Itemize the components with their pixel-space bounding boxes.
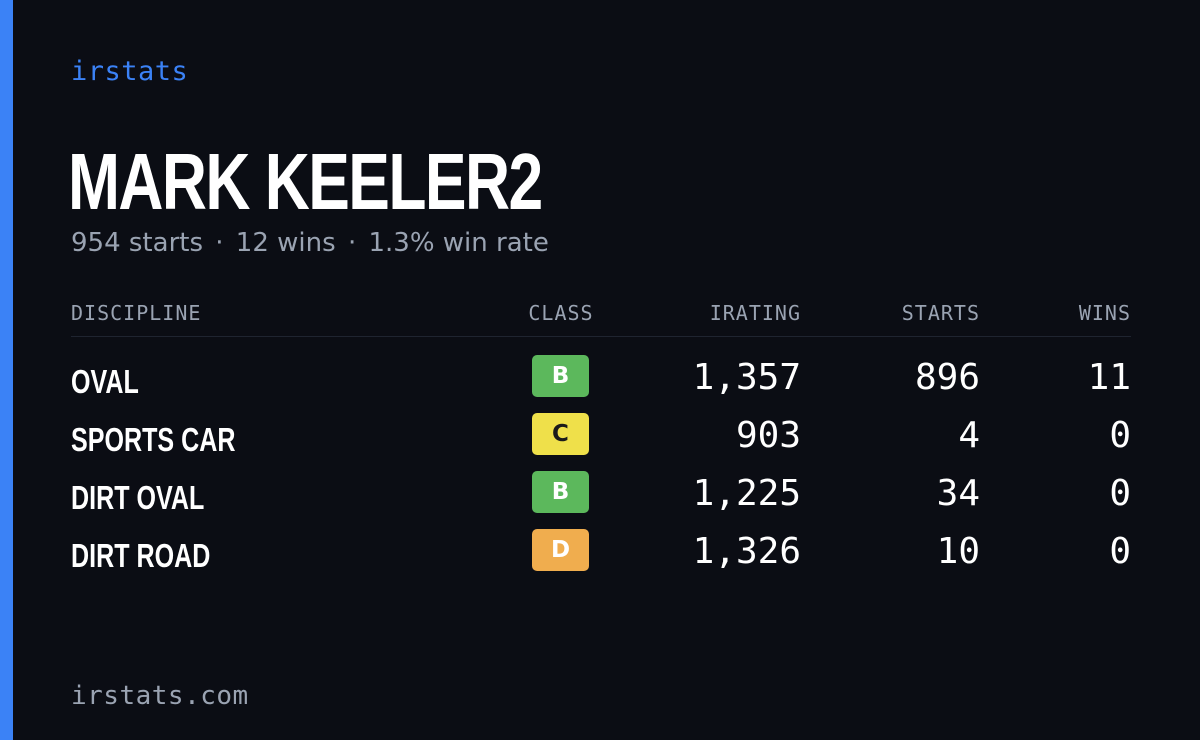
header-wins: WINS [1078, 301, 1131, 325]
summary-win-rate: 1.3% win rate [368, 228, 549, 258]
row-wins: 0 [1109, 473, 1131, 514]
footer-url: irstats.com [71, 681, 249, 711]
row-wins: 0 [1109, 531, 1131, 572]
table-body: OVAL B 1,357 896 11 SPORTS CAR C 903 4 0… [71, 353, 1131, 585]
brand-logo-text: irstats [71, 56, 189, 87]
row-irating: 1,225 [692, 473, 801, 514]
accent-bar [0, 0, 13, 740]
summary-separator: · [215, 228, 224, 258]
row-discipline: SPORTS CAR [71, 421, 236, 458]
table-header: DISCIPLINE CLASS IRATING STARTS WINS [71, 296, 1131, 337]
table-row: SPORTS CAR C 903 4 0 [71, 411, 1131, 469]
discipline-table: DISCIPLINE CLASS IRATING STARTS WINS OVA… [71, 296, 1131, 585]
class-badge: D [532, 529, 589, 571]
class-badge: B [532, 355, 589, 397]
header-class: CLASS [528, 301, 594, 325]
row-wins: 11 [1087, 357, 1131, 398]
row-starts: 10 [936, 531, 980, 572]
row-irating: 903 [735, 415, 801, 456]
class-badge: C [532, 413, 589, 455]
summary-wins: 12 wins [235, 228, 336, 258]
header-starts: STARTS [901, 301, 980, 325]
row-starts: 896 [914, 357, 980, 398]
row-discipline: DIRT ROAD [71, 537, 211, 574]
row-starts: 34 [936, 473, 980, 514]
table-row: DIRT ROAD D 1,326 10 0 [71, 527, 1131, 585]
header-irating: IRATING [709, 301, 801, 325]
table-row: OVAL B 1,357 896 11 [71, 353, 1131, 411]
row-irating: 1,326 [692, 531, 801, 572]
summary-separator: · [347, 228, 357, 258]
summary-starts: 954 starts [71, 228, 203, 258]
row-wins: 0 [1109, 415, 1131, 456]
driver-summary: 954 starts · 12 wins · 1.3% win rate [71, 228, 549, 258]
header-discipline: DISCIPLINE [71, 301, 202, 325]
row-irating: 1,357 [692, 357, 801, 398]
row-discipline: DIRT OVAL [71, 479, 205, 516]
driver-name: MARK KEELER2 [68, 137, 543, 226]
table-row: DIRT OVAL B 1,225 34 0 [71, 469, 1131, 527]
row-starts: 4 [958, 415, 980, 456]
class-badge: B [532, 471, 589, 513]
row-discipline: OVAL [71, 363, 139, 400]
